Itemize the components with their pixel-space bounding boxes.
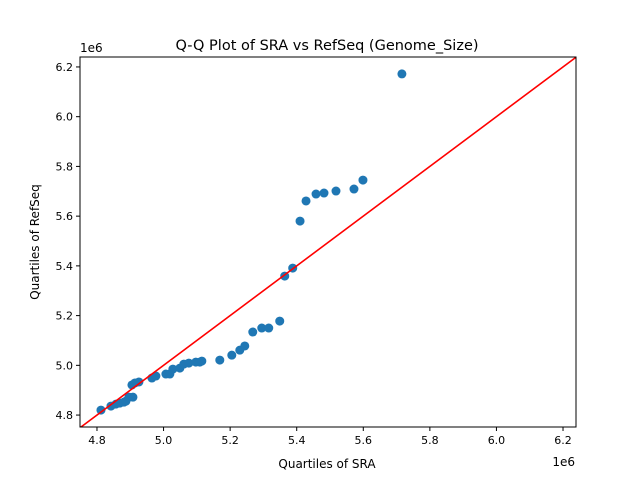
data-point — [257, 323, 267, 333]
x-tick-label: 5.0 — [155, 434, 173, 447]
data-point — [331, 186, 341, 196]
data-point — [134, 377, 144, 387]
data-point — [301, 196, 311, 206]
y-tick-label: 5.4 — [56, 260, 74, 273]
x-axis-label: Quartiles of SRA — [278, 457, 376, 471]
data-point — [397, 69, 407, 79]
data-point — [358, 175, 368, 185]
y-offset-label: 1e6 — [80, 41, 103, 55]
data-point — [275, 316, 285, 326]
data-point — [227, 350, 237, 360]
data-point — [197, 356, 207, 366]
data-point — [295, 216, 305, 226]
data-point — [349, 184, 359, 194]
y-tick-label: 5.6 — [56, 210, 74, 223]
data-point — [215, 355, 225, 365]
y-tick-label: 5.0 — [56, 359, 74, 372]
data-point — [311, 189, 321, 199]
plot-frame — [79, 56, 577, 428]
x-tick-label: 4.8 — [88, 434, 106, 447]
data-point — [248, 327, 258, 337]
y-axis-label: Quartiles of RefSeq — [28, 184, 42, 300]
data-point — [319, 188, 329, 198]
x-tick-label: 5.2 — [221, 434, 239, 447]
data-point — [168, 364, 178, 374]
y-tick-label: 5.8 — [56, 160, 74, 173]
data-point — [240, 341, 250, 351]
x-tick-label: 5.6 — [355, 434, 373, 447]
x-tick-label: 6.0 — [488, 434, 506, 447]
data-point — [184, 358, 194, 368]
y-tick-label: 6.2 — [56, 61, 74, 74]
data-point — [96, 405, 106, 415]
y-tick-label: 4.8 — [56, 409, 74, 422]
y-tick-label: 6.0 — [56, 111, 74, 124]
x-tick-label: 5.8 — [421, 434, 439, 447]
data-point — [264, 323, 274, 333]
x-tick-label: 6.2 — [554, 434, 572, 447]
x-tick-label: 5.4 — [288, 434, 306, 447]
y-tick-label: 5.2 — [56, 310, 74, 323]
chart-title: Q-Q Plot of SRA vs RefSeq (Genome_Size) — [175, 38, 478, 54]
data-point — [151, 371, 161, 381]
x-offset-label: 1e6 — [552, 455, 575, 469]
reference-line — [80, 57, 576, 427]
data-point — [128, 392, 138, 402]
